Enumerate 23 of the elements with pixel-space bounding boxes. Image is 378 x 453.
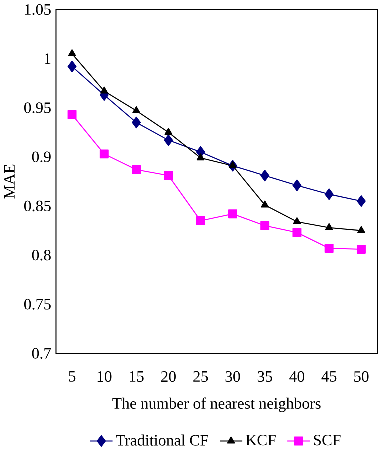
y-tick-label: 0.95 [24, 102, 51, 114]
x-tick-label: 5 [69, 371, 76, 382]
y-tick-label: 1.05 [25, 4, 51, 16]
legend-label: Traditional CF [116, 434, 208, 446]
y-tick-label: 0.75 [24, 299, 51, 310]
x-tick-label: 15 [130, 371, 144, 382]
y-tick-label: 0.8 [32, 250, 51, 261]
y-tick-label: 0.85 [24, 200, 51, 212]
x-tick-label: 45 [322, 371, 337, 382]
y-tick-label: 1 [45, 54, 51, 64]
x-tick-label: 35 [258, 371, 272, 382]
x-tick-label: 50 [354, 371, 369, 382]
x-tick-label: 10 [98, 371, 112, 382]
x-tick-label: 20 [161, 371, 176, 382]
x-axis-title: The number of nearest neighbors [112, 398, 321, 412]
y-tick-label: 0.9 [32, 152, 51, 162]
y-tick-label: 0.7 [32, 348, 52, 359]
y-axis-title: MAE [4, 164, 15, 199]
x-tick-label: 25 [194, 371, 208, 382]
legend-label: KCF [246, 435, 276, 446]
x-tick-label: 40 [290, 371, 304, 382]
x-tick-label: 30 [226, 371, 240, 382]
legend-label: SCF [314, 435, 341, 446]
